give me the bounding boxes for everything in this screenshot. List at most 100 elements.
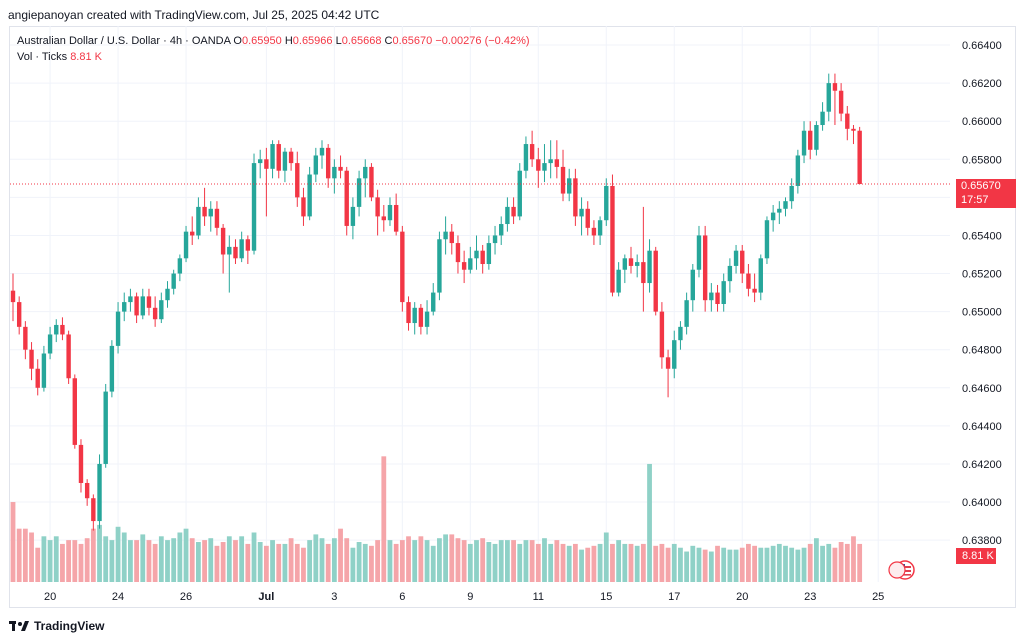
candle <box>60 317 65 341</box>
candle <box>35 359 40 396</box>
volume-bar <box>121 532 127 582</box>
candle-body <box>338 166 343 171</box>
candle <box>567 168 572 202</box>
volume-bar <box>492 543 498 582</box>
volume-bar <box>789 547 795 582</box>
candle <box>801 121 807 164</box>
volume-bar <box>505 540 510 582</box>
candle-body <box>820 111 825 126</box>
high-value: 0.65966 <box>292 35 333 47</box>
volume-bar <box>356 542 362 582</box>
candle-body <box>733 250 739 266</box>
candle-body <box>597 220 603 236</box>
volume-bar <box>844 543 850 582</box>
volume-value: 8.81 K <box>70 51 102 63</box>
candle-body <box>857 130 862 185</box>
current-price-value: 0.65670 <box>961 180 1001 192</box>
candle <box>72 374 77 449</box>
candle-body <box>591 227 597 236</box>
time-tick-label: 24 <box>112 591 124 603</box>
volume-bar <box>412 540 418 582</box>
volume-bar <box>523 540 529 582</box>
candle-body <box>159 300 164 320</box>
candle-body <box>400 231 405 303</box>
candle <box>23 321 28 360</box>
candle <box>758 254 763 301</box>
volume-bar <box>146 540 152 582</box>
volume-bar <box>764 547 770 582</box>
candle <box>591 220 597 245</box>
candle-body <box>412 307 417 324</box>
candle-body <box>258 159 263 164</box>
candle-body <box>499 224 504 236</box>
candle-body <box>387 204 393 221</box>
candle <box>740 244 745 284</box>
volume-bar <box>449 534 455 582</box>
footer-brand: TradingView <box>34 619 105 633</box>
candle <box>548 140 553 179</box>
candle <box>152 296 158 327</box>
candle <box>696 225 702 278</box>
symbol-label[interactable]: Australian Dollar / U.S. Dollar · 4h · O… <box>17 35 231 47</box>
candle <box>461 250 467 284</box>
volume-bar <box>66 540 72 582</box>
volume-bar <box>115 526 121 582</box>
volume-bar <box>746 543 751 582</box>
candle <box>789 178 794 209</box>
candle <box>202 187 207 226</box>
candle-body <box>356 178 362 207</box>
candle <box>313 147 319 183</box>
candle <box>301 187 306 226</box>
volume-value-tag: 8.81 K <box>956 548 996 564</box>
candle-body <box>832 83 838 91</box>
time-tick-label: 25 <box>872 591 884 603</box>
candle-body <box>47 334 53 354</box>
volume-bar <box>628 543 634 582</box>
candle-body <box>795 155 801 186</box>
volume-bar <box>369 545 374 582</box>
volume-bar <box>690 545 696 582</box>
grid-lines <box>10 26 950 582</box>
volume-label[interactable]: Vol · Ticks <box>17 51 68 63</box>
candle <box>363 159 368 198</box>
open-label: O <box>233 35 242 47</box>
candle-body <box>128 296 133 303</box>
candle-body <box>659 311 665 358</box>
candle-body <box>165 288 170 301</box>
candle <box>764 216 770 265</box>
volume-bar <box>560 543 566 582</box>
candle <box>857 126 862 185</box>
close-label: C <box>384 35 393 47</box>
candle-body <box>616 269 621 293</box>
price-tick-label: 0.64000 <box>962 497 1002 509</box>
low-label: L <box>335 35 342 47</box>
volume-bar <box>47 540 53 582</box>
chart-credit: angiepanoyan created with TradingView.co… <box>8 8 380 22</box>
chart-pane[interactable] <box>9 26 1016 608</box>
volume-bar <box>572 543 578 582</box>
candle <box>511 197 516 225</box>
candle-body <box>350 206 356 226</box>
time-tick-label: 26 <box>180 591 192 603</box>
candle <box>239 231 244 263</box>
candle <box>16 296 22 335</box>
volume-bar <box>597 543 603 582</box>
candle <box>264 147 269 217</box>
high-label: H <box>284 35 293 47</box>
volume-bar <box>437 538 442 582</box>
volume-bar <box>245 543 251 582</box>
price-axis: 0.664000.662000.660000.658000.656000.654… <box>962 40 1002 547</box>
candle-body <box>492 235 498 244</box>
candle <box>41 345 47 392</box>
candle-body <box>152 307 158 320</box>
bar-countdown: 17:57 <box>961 194 989 206</box>
candle <box>610 174 615 297</box>
price-tick-label: 0.65800 <box>962 154 1002 166</box>
candle-body <box>227 246 232 255</box>
volume-bar <box>739 547 745 582</box>
volume-bar <box>795 549 801 582</box>
volume-bar <box>511 540 516 582</box>
candle-body <box>684 300 689 327</box>
candle <box>838 83 844 122</box>
